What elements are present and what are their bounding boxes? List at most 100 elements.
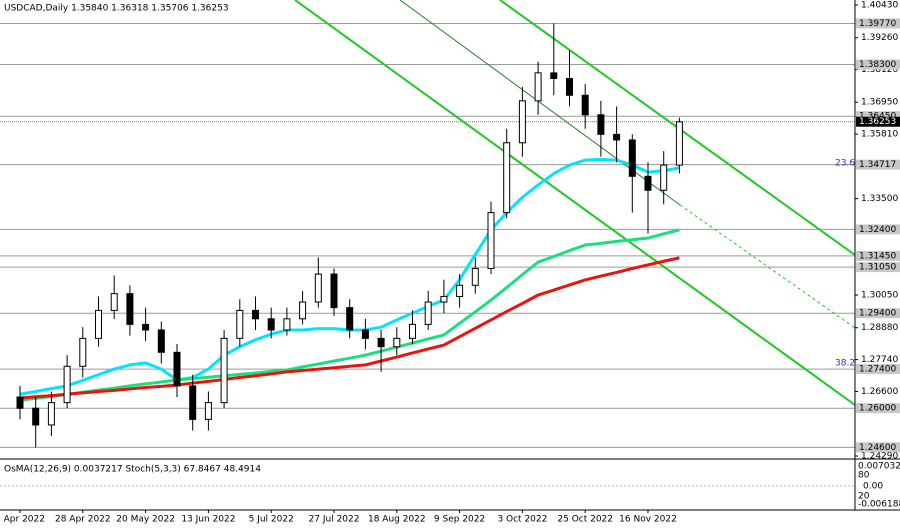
candle-body — [613, 133, 621, 141]
x-tick-label: 3 Oct 2022 — [497, 515, 547, 525]
candle-body — [299, 301, 307, 320]
y-tick-label: 1.33500 — [861, 194, 898, 204]
candle-body — [283, 318, 291, 331]
level-label: 1.36450 — [859, 112, 896, 122]
candle-body — [267, 318, 275, 331]
y-tick-label: 1.40430 — [861, 1, 898, 11]
moving-average — [19, 228, 680, 402]
x-tick-label: 25 Oct 2022 — [557, 515, 613, 525]
candle-body — [47, 402, 55, 426]
candle-body — [220, 337, 228, 404]
level-label: 1.26000 — [859, 404, 896, 414]
candle-body — [110, 293, 118, 311]
current-price-label: 1.36253 — [859, 117, 896, 127]
candle-body — [330, 273, 338, 309]
candle-body — [63, 365, 71, 404]
candle-body — [393, 337, 401, 348]
candle-body — [314, 273, 322, 303]
candle-body — [252, 309, 259, 320]
candle-body — [204, 402, 212, 420]
x-tick-label: 20 May 2022 — [116, 515, 175, 525]
level-label-box — [856, 308, 900, 319]
indicator-tick: 80 — [858, 471, 870, 481]
candle-body — [32, 407, 40, 426]
candle-body — [456, 284, 464, 297]
levels — [0, 22, 855, 448]
y-tick-label: 1.27740 — [861, 355, 898, 365]
x-tick-label: 16 Nov 2022 — [619, 515, 677, 525]
candle-body — [660, 164, 668, 191]
candle-body — [236, 309, 244, 339]
candle-body — [142, 323, 150, 331]
candle-body — [409, 323, 416, 339]
candle-body — [361, 329, 369, 339]
candle-body — [346, 307, 354, 331]
level-label: 1.31050 — [859, 263, 896, 273]
x-tick-label: 13 Jun 2022 — [181, 515, 235, 525]
candle-body — [628, 139, 636, 177]
current-price-box — [856, 116, 900, 127]
indicator-tick: 0.00 — [863, 482, 883, 492]
x-tick-label: 27 Jul 2022 — [309, 515, 360, 525]
level-label: 1.27400 — [859, 365, 896, 375]
candle-body — [377, 337, 385, 348]
level-label: 1.24600 — [859, 443, 896, 453]
level-label: 1.34717 — [859, 160, 896, 170]
level-label-box — [856, 262, 900, 273]
candle-body — [471, 268, 479, 286]
candle-body — [16, 396, 24, 409]
level-label-box — [856, 403, 900, 414]
level-label-box — [856, 224, 900, 235]
fib-label: 38.2 — [835, 359, 855, 369]
candle-body — [534, 72, 542, 102]
x-tick-label: 9 Sep 2022 — [434, 515, 485, 525]
x-tick-label: 5 Apr 2022 — [0, 515, 45, 525]
candle-body — [79, 337, 87, 367]
candle-body — [644, 175, 652, 191]
level-label: 1.29400 — [859, 309, 896, 319]
moving-average — [19, 256, 680, 400]
y-tick-label: 1.24290 — [861, 452, 898, 462]
candle-body — [581, 94, 589, 116]
indicator-tick: 20 — [858, 492, 870, 502]
level-label-box — [856, 159, 900, 170]
x-tick-label: 18 Aug 2022 — [368, 515, 426, 525]
x-tick-label: 5 Jul 2022 — [249, 515, 294, 525]
candle-body — [503, 142, 511, 214]
level-label: 1.39770 — [859, 19, 896, 29]
candle-body — [597, 114, 605, 135]
y-tick-label: 1.36950 — [861, 98, 898, 108]
channel-line — [294, 0, 856, 406]
level-label-box — [856, 250, 900, 261]
level-label: 1.31450 — [859, 251, 896, 261]
y-tick-label: 1.30050 — [861, 291, 898, 301]
fib-label: 23.6 — [835, 159, 855, 169]
candle-body — [518, 100, 526, 144]
level-label: 1.32400 — [859, 225, 896, 235]
candle-body — [424, 301, 432, 325]
indicator-title: OsMA(12,26,9) 0.0037217 Stoch(5,3,3) 67.… — [4, 465, 261, 475]
level-label-box — [856, 364, 900, 375]
candle-body — [157, 329, 165, 353]
y-tick-label: 1.38120 — [861, 65, 898, 75]
candle-body — [440, 295, 448, 303]
level-label-box — [856, 18, 900, 29]
candle-body — [173, 351, 181, 387]
indicator-tick: -0.0061884 — [858, 500, 900, 510]
level-label: 1.38300 — [859, 60, 896, 70]
price-marks — [16, 23, 683, 448]
y-tick-label: 1.35810 — [861, 130, 898, 140]
chart-title: USDCAD,Daily 1.35840 1.36318 1.35706 1.3… — [4, 4, 229, 14]
y-tick-label: 1.26600 — [861, 387, 898, 397]
x-tick-label: 28 Apr 2022 — [55, 515, 111, 525]
candle-body — [675, 121, 683, 166]
candle-body — [487, 212, 495, 270]
indicator-tick: 0.0070329 — [858, 462, 900, 472]
candle-body — [189, 385, 197, 420]
candle-body — [566, 77, 573, 96]
candle-body — [550, 72, 558, 79]
y-tick-label: 1.28880 — [861, 323, 898, 333]
level-label-box — [856, 111, 900, 122]
